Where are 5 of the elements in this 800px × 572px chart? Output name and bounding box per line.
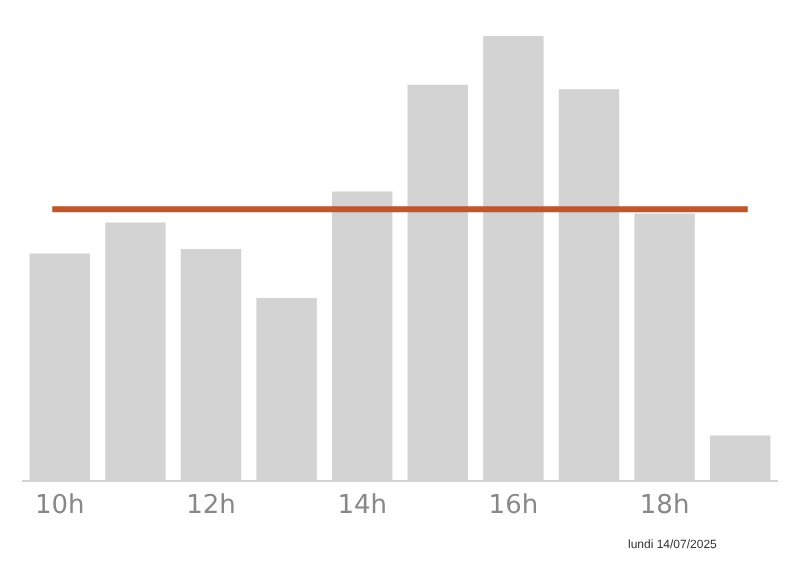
x-tick-label: 16h	[488, 491, 539, 522]
x-tick-label: 10h	[35, 491, 85, 522]
x-tick-label: 14h	[337, 491, 387, 522]
x-tick-label: 18h	[639, 491, 690, 522]
x-tick-label: 12h	[186, 491, 236, 522]
